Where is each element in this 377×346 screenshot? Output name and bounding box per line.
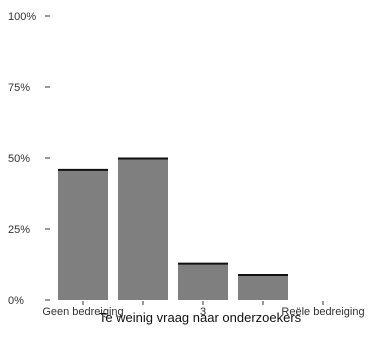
y-tick-label: 25% <box>8 224 30 236</box>
bar <box>118 158 168 300</box>
y-axis: 0% 25% 50% 75% 100% <box>8 11 50 307</box>
y-tick-label: 0% <box>8 295 24 307</box>
x-tick-label: 3 <box>200 306 206 318</box>
x-tick-label: Reële bedreiging <box>281 306 364 318</box>
y-tick-label: 75% <box>8 82 30 94</box>
bar <box>178 263 228 300</box>
x-axis-title: Te weinig vraag naar onderzoekers <box>99 310 302 325</box>
y-tick-label: 50% <box>8 153 30 165</box>
y-tick-label: 100% <box>8 11 36 23</box>
bar <box>238 274 288 300</box>
x-axis: Geen bedreiging 3 Reële bedreiging <box>42 301 365 318</box>
x-tick-label: Geen bedreiging <box>42 306 123 318</box>
bar <box>58 169 108 300</box>
bars <box>58 157 288 300</box>
